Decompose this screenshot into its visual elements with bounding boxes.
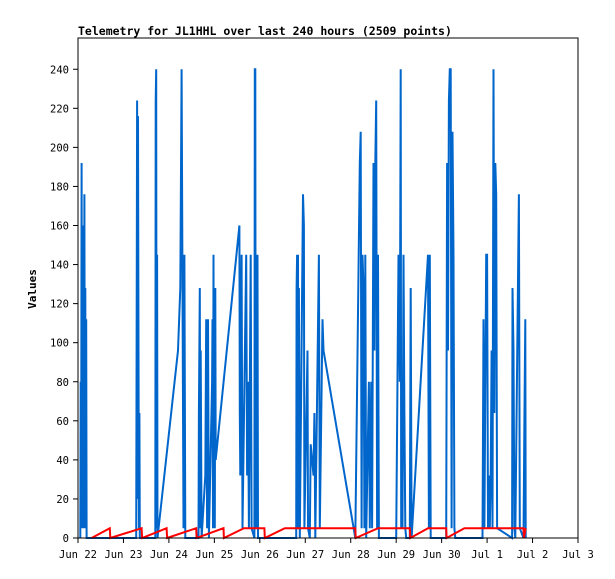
y-tick-label: 220: [50, 103, 69, 115]
x-tick-label: Jul 2: [517, 549, 549, 561]
series-line-blue: [79, 68, 527, 540]
x-tick-label: Jun 30: [423, 549, 461, 561]
y-tick-label: 20: [56, 494, 69, 506]
y-tick-label: 240: [50, 64, 69, 76]
y-tick-label: 0: [63, 533, 69, 545]
y-tick-label: 200: [50, 142, 69, 154]
x-tick-label: Jun 26: [241, 549, 279, 561]
plot-frame: [77, 37, 579, 539]
x-tick-label: Jul 3: [562, 549, 594, 561]
chart-title: Telemetry for JL1HHL over last 240 hours…: [78, 24, 452, 38]
y-tick-label: 80: [56, 377, 69, 389]
x-tick-label: Jun 25: [195, 549, 233, 561]
y-tick-label: 140: [50, 260, 69, 272]
x-axis-ticks: Jun 22 Jun 23 Jun 24 Jun 25 Jun 26 Jun 27 Jun …: [59, 538, 594, 561]
x-tick-label: Jun 29: [377, 549, 415, 561]
y-axis-label: Values: [26, 269, 39, 309]
x-tick-label: Jun 22: [59, 549, 97, 561]
y-tick-label: 160: [50, 221, 69, 233]
y-tick-label: 40: [56, 455, 69, 467]
x-tick-label: Jun 23: [104, 549, 142, 561]
y-tick-label: 180: [50, 181, 69, 193]
x-tick-label: Jul 1: [471, 549, 503, 561]
series-line-red: [91, 526, 527, 540]
y-tick-label: 60: [56, 416, 69, 428]
y-tick-label: 100: [50, 338, 69, 350]
series-layer: [79, 68, 527, 540]
x-tick-label: Jun 28: [332, 549, 370, 561]
x-tick-label: Jun 27: [286, 549, 324, 561]
y-axis-ticks: 0 20 40 60 80 100 120 140 160 180 200 220 240: [50, 64, 78, 545]
y-tick-label: 120: [50, 299, 69, 311]
x-tick-label: Jun 24: [150, 549, 188, 561]
